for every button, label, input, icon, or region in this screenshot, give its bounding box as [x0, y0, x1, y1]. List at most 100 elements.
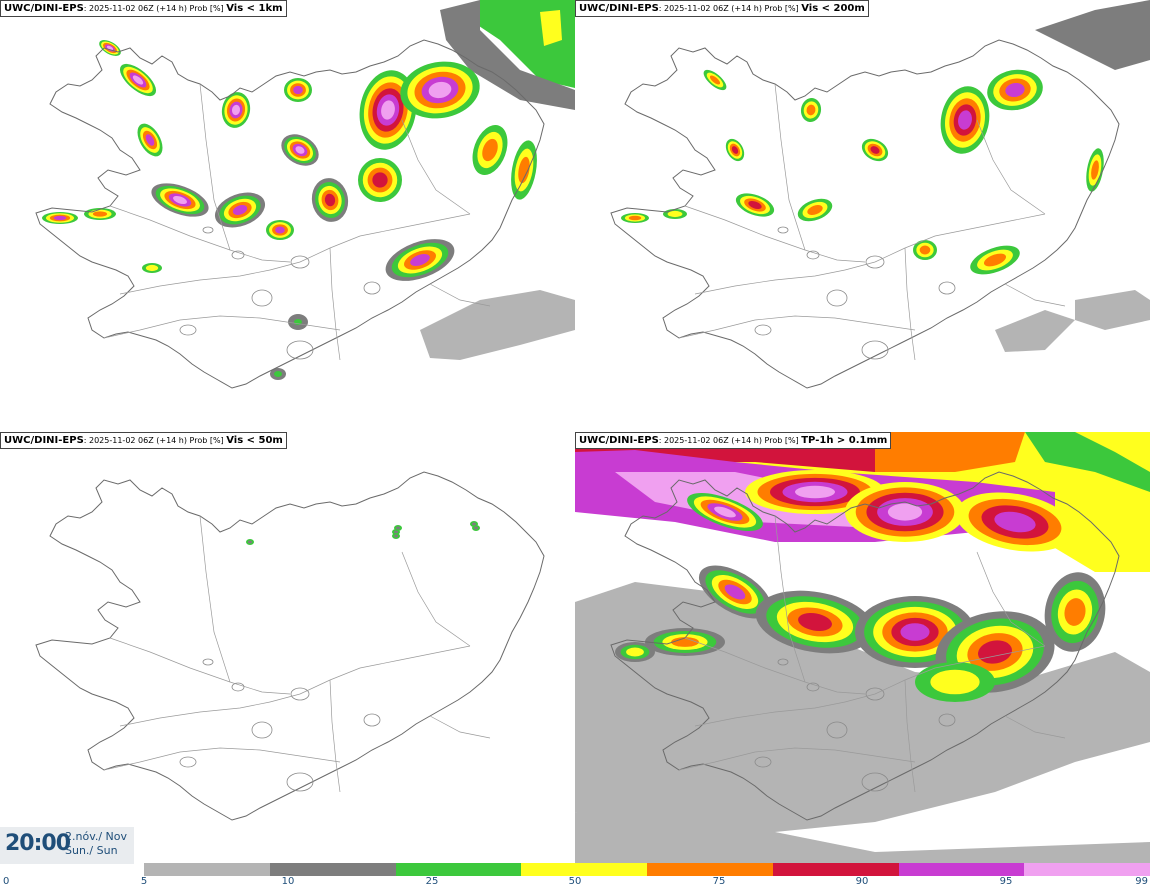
probability-plume: [887, 503, 923, 521]
lake-outline: [938, 713, 956, 727]
probability-map: [575, 432, 1150, 864]
road-line: [119, 701, 271, 727]
probability-plume: [132, 75, 144, 85]
road-line: [684, 205, 866, 263]
road-line: [1004, 283, 1066, 307]
lake-outline: [290, 255, 310, 269]
colorbar-segment: [521, 863, 647, 876]
coastline-layer: [610, 471, 1120, 821]
field-name: Vis < 200m: [801, 3, 865, 14]
road-line: [774, 515, 806, 683]
road-line: [976, 119, 1046, 215]
probability-area: [1035, 0, 1150, 70]
probability-area: [875, 432, 1025, 472]
road-line: [678, 315, 916, 339]
run-meta: : 2025-11-02 06Z (+14 h) Prob [%]: [658, 436, 802, 445]
colorbar-tick: 25: [425, 876, 439, 887]
valid-time-box: 20:00 2.nóv./ Nov Sun./ Sun: [0, 827, 134, 864]
probability-layer: [246, 521, 480, 545]
lake-outline: [231, 682, 245, 692]
road-line: [694, 701, 846, 727]
panel-vis-200m: UWC/DINI-EPS: 2025-11-02 06Z (+14 h) Pro…: [575, 0, 1150, 432]
road-line: [774, 83, 806, 251]
probability-plume: [394, 530, 398, 534]
model-name: UWC/DINI-EPS: [579, 435, 659, 446]
colorbar-tick: 95: [999, 876, 1013, 887]
lake-outline: [938, 281, 956, 295]
field-name: TP-1h > 0.1mm: [801, 435, 888, 446]
probability-plume: [92, 211, 108, 217]
probability-area: [575, 812, 1150, 864]
road-line: [678, 747, 916, 771]
lake-outline: [179, 324, 197, 336]
probability-plume: [145, 134, 155, 146]
lake-outline: [251, 289, 273, 307]
lake-outline: [290, 687, 310, 701]
road-line: [904, 679, 916, 793]
run-meta: : 2025-11-02 06Z (+14 h) Prob [%]: [83, 436, 227, 445]
lake-outline: [251, 721, 273, 739]
road-line: [844, 213, 1046, 271]
probability-plume: [919, 245, 931, 255]
probability-map: [610, 0, 1150, 389]
probability-plume: [248, 540, 252, 544]
coastline-layer: [610, 39, 1120, 389]
valid-date: 2.nóv./ Nov Sun./ Sun: [65, 830, 127, 858]
probability-area: [420, 290, 575, 360]
probability-plume: [709, 75, 721, 85]
probability-plume: [428, 81, 452, 99]
panel-tp-1h: UWC/DINI-EPS: 2025-11-02 06Z (+14 h) Pro…: [575, 432, 1150, 864]
colorbar-tick: 90: [855, 876, 869, 887]
coastline-layer: [35, 471, 545, 821]
probability-plume: [295, 146, 305, 154]
lake-outline: [861, 772, 889, 792]
panel-title: UWC/DINI-EPS: 2025-11-02 06Z (+14 h) Pro…: [0, 0, 287, 17]
probability-plume: [626, 647, 644, 657]
model-name: UWC/DINI-EPS: [579, 3, 659, 14]
field-name: Vis < 1km: [226, 3, 283, 14]
colorbar-segment: [269, 863, 396, 876]
probability-plume: [372, 172, 388, 188]
lake-outline: [363, 713, 381, 727]
probability-plume: [667, 210, 683, 218]
probability-area: [575, 672, 695, 772]
road-line: [401, 119, 471, 215]
run-meta: : 2025-11-02 06Z (+14 h) Prob [%]: [83, 4, 227, 13]
road-line: [329, 679, 341, 793]
lake-outline: [777, 226, 789, 234]
road-line: [109, 637, 291, 695]
iceland-coastline: [610, 471, 1120, 821]
probability-plume: [1091, 160, 1099, 180]
probability-plume: [275, 226, 285, 234]
lake-outline: [865, 255, 885, 269]
road-line: [401, 551, 471, 647]
road-line: [103, 747, 341, 771]
colorbar-tick: 50: [568, 876, 582, 887]
lake-outline: [754, 756, 772, 768]
run-meta: : 2025-11-02 06Z (+14 h) Prob [%]: [658, 4, 802, 13]
road-line: [904, 247, 916, 361]
model-name: UWC/DINI-EPS: [4, 3, 84, 14]
colorbar-segment: [647, 863, 773, 876]
road-line: [844, 645, 1046, 703]
probability-plume: [518, 156, 530, 184]
probability-plume: [173, 195, 187, 205]
lake-outline: [202, 226, 214, 234]
road-line: [199, 83, 231, 251]
probability-colorbar: [144, 863, 1150, 876]
probability-plume: [474, 526, 478, 530]
colorbar-tick: 75: [712, 876, 726, 887]
probability-plume: [671, 637, 699, 647]
road-line: [109, 205, 291, 263]
probability-area: [1075, 290, 1150, 330]
probability-plume: [724, 584, 746, 600]
colorbar-segment: [395, 863, 522, 876]
panel-vis-50m: UWC/DINI-EPS: 2025-11-02 06Z (+14 h) Pro…: [0, 432, 575, 864]
probability-plume: [1064, 598, 1086, 626]
iceland-coastline: [35, 471, 545, 821]
panel-title: UWC/DINI-EPS: 2025-11-02 06Z (+14 h) Pro…: [0, 432, 287, 449]
probability-plume: [628, 215, 642, 221]
road-line: [269, 213, 471, 271]
probability-map: [35, 0, 575, 389]
panel-vis-1km: UWC/DINI-EPS: 2025-11-02 06Z (+14 h) Pro…: [0, 0, 575, 432]
